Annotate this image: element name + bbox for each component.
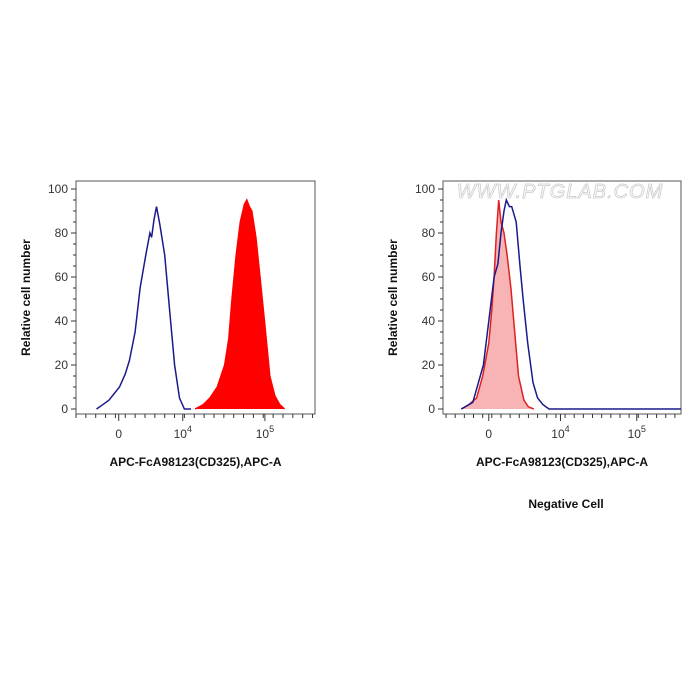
x-tick-sup: 5 bbox=[269, 424, 274, 434]
y-tick-label: 40 bbox=[422, 314, 436, 328]
x-tick-sup: 5 bbox=[641, 424, 646, 434]
series-fill-1 bbox=[195, 200, 285, 409]
x-axis-label: APC-FcA98123(CD325),APC-A bbox=[109, 455, 281, 469]
watermark: WWW.PTGLAB.COM bbox=[457, 181, 664, 203]
x-tick-sup: 4 bbox=[187, 424, 192, 434]
y-tick-label: 80 bbox=[422, 226, 436, 240]
y-tick-label: 60 bbox=[422, 270, 436, 284]
y-axis-label: Relative cell number bbox=[386, 239, 400, 356]
y-tick-label: 100 bbox=[48, 182, 68, 196]
plot-frame bbox=[75, 180, 316, 415]
y-tick-label: 20 bbox=[422, 358, 436, 372]
y-tick-label: 100 bbox=[415, 182, 435, 196]
x-tick-label: 105 bbox=[628, 424, 646, 441]
y-tick-label: 20 bbox=[55, 358, 69, 372]
x-tick-label: 104 bbox=[174, 424, 192, 441]
y-tick-label: 0 bbox=[428, 402, 435, 416]
x-axis-label: APC-FcA98123(CD325),APC-A bbox=[476, 455, 648, 469]
y-tick-label: 40 bbox=[55, 314, 69, 328]
chart-1: 0 20 40 60 80 100 0 104 105 APC-FcA98123(CD325),A… bbox=[19, 180, 316, 469]
x-tick-label: 0 bbox=[485, 427, 492, 441]
caption-negative-cell: Negative Cell bbox=[528, 497, 603, 511]
y-axis-label: Relative cell number bbox=[19, 239, 33, 356]
x-tick-label: 0 bbox=[115, 427, 122, 441]
series-fill-0 bbox=[461, 200, 534, 409]
x-tick-sup: 4 bbox=[565, 424, 570, 434]
x-tick-label: 104 bbox=[551, 424, 569, 441]
series-line-0 bbox=[460, 199, 535, 410]
series-line-0 bbox=[96, 206, 191, 410]
y-tick-label: 60 bbox=[55, 270, 69, 284]
y-tick-label: 80 bbox=[55, 226, 69, 240]
x-tick-label: 105 bbox=[256, 424, 274, 441]
y-tick-label: 0 bbox=[61, 402, 68, 416]
chart-2: WWW.PTGLAB.COM 0 20 40 60 80 100 0 104 105 APC-FcA… bbox=[386, 180, 682, 469]
series-line-1 bbox=[194, 198, 286, 410]
series-line-1 bbox=[460, 197, 681, 410]
